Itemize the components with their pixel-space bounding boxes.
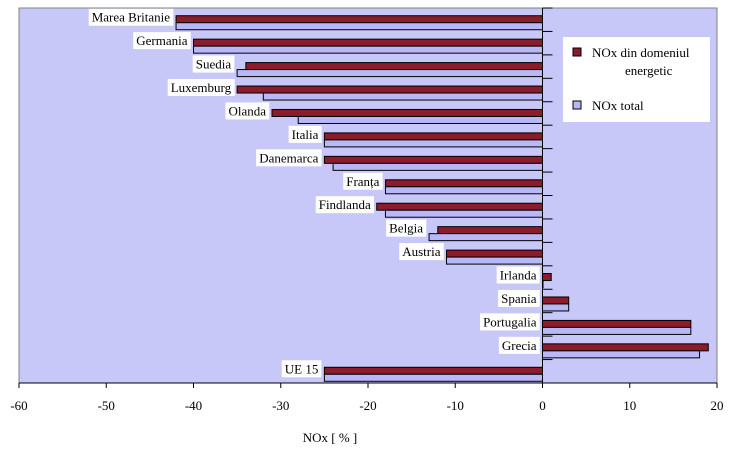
x-tick-label: -30	[272, 398, 289, 413]
bar-energetic	[384, 179, 544, 188]
category-label: Italia	[292, 127, 319, 142]
legend-swatch-energetic	[572, 47, 582, 57]
bar-energetic	[323, 132, 543, 141]
category-label: Spania	[501, 291, 537, 306]
bar-total	[542, 326, 692, 335]
bar-total	[428, 233, 544, 242]
category-label-bg	[498, 336, 540, 354]
category-label: Irlanda	[500, 268, 537, 283]
bar-total	[446, 256, 543, 265]
bar-energetic	[323, 155, 543, 164]
category-label-bg	[315, 196, 374, 214]
bar-energetic	[542, 296, 570, 305]
bar-energetic	[446, 249, 543, 258]
x-tick-label: -20	[359, 398, 376, 413]
bar-total	[384, 209, 544, 218]
bar-total	[542, 303, 570, 312]
category-label: Findlanda	[319, 197, 371, 212]
bar-energetic	[245, 62, 543, 71]
x-tick-label: -50	[98, 398, 115, 413]
bar-energetic	[542, 343, 709, 352]
bar-energetic	[437, 226, 543, 235]
category-label-bg	[225, 102, 270, 120]
x-tick-label: -40	[185, 398, 202, 413]
category-label-bg	[399, 243, 444, 261]
bar-total	[332, 162, 543, 171]
category-label: Suedia	[196, 57, 232, 72]
x-tick-label: 10	[623, 398, 636, 413]
category-label: Franța	[346, 174, 379, 189]
bar-energetic	[236, 85, 543, 94]
category-label-bg	[288, 125, 322, 143]
category-label: Marea Britanie	[92, 10, 171, 25]
bar-total	[262, 92, 543, 101]
bar-energetic	[542, 319, 692, 328]
category-label-bg	[281, 360, 322, 378]
legend-swatch-total	[572, 100, 582, 110]
x-tick-label: -60	[10, 398, 27, 413]
category-label: Austria	[402, 244, 441, 259]
category-label: Grecia	[502, 338, 537, 353]
category-label-bg	[256, 149, 322, 167]
bar-energetic	[175, 15, 544, 24]
bar-total	[236, 69, 543, 78]
legend-label-energetic: NOx din domeniul	[592, 45, 690, 60]
bar-energetic	[376, 202, 543, 211]
category-label-bg	[343, 172, 383, 190]
x-tick-label: 20	[711, 398, 724, 413]
legend: NOx din domeniul energetic NOx total	[563, 37, 710, 122]
bar-total	[323, 139, 543, 148]
bar-total	[542, 350, 701, 359]
category-label-bg	[88, 8, 174, 26]
bar-energetic	[271, 108, 543, 117]
bar-total	[193, 45, 543, 54]
category-label: Danemarca	[259, 150, 318, 165]
category-label: UE 15	[285, 361, 319, 376]
x-axis-title: NOx [ % ]	[303, 430, 358, 445]
x-tick-label: -10	[447, 398, 464, 413]
bar-total	[384, 186, 544, 195]
category-label: Olanda	[228, 103, 266, 118]
bar-total	[323, 373, 543, 382]
legend-box	[563, 37, 710, 122]
bar-energetic	[542, 273, 552, 282]
bar-total	[297, 115, 544, 124]
category-label: Germania	[136, 33, 187, 48]
category-label: Portugalia	[483, 314, 537, 329]
legend-label-total: NOx total	[592, 98, 644, 113]
category-label: Belgia	[389, 221, 423, 236]
category-label-bg	[498, 289, 540, 307]
bar-total	[175, 22, 544, 31]
category-label-bg	[496, 266, 540, 284]
category-label-bg	[167, 79, 235, 97]
category-label-bg	[133, 32, 191, 50]
bar-energetic	[323, 366, 543, 375]
category-label-bg	[480, 313, 540, 331]
bar-energetic	[193, 38, 543, 47]
category-label-bg	[192, 55, 235, 73]
legend-label-energetic-line2: energetic	[625, 63, 673, 78]
category-label-bg	[386, 219, 427, 237]
category-label: Luxemburg	[171, 80, 232, 95]
x-tick-label: 0	[539, 398, 546, 413]
